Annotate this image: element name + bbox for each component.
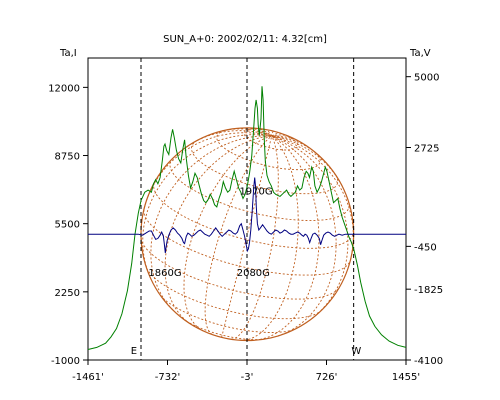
y-left-tick-label: -1000 xyxy=(51,356,80,367)
x-tick-label: 726' xyxy=(316,372,338,383)
left-axis-label: Ta,I xyxy=(59,48,77,59)
longitude-line xyxy=(271,131,274,137)
limb-label: E xyxy=(131,346,137,357)
longitude-line xyxy=(204,135,273,335)
y-right-tick-label: 2725 xyxy=(414,144,439,155)
annotation-label: 1970G xyxy=(239,186,272,197)
longitude-line xyxy=(264,128,273,137)
axis-ticks: -1461' -732' -3' 726' 1455' 12000 8750 5500 2250… xyxy=(48,73,443,383)
longitude-line xyxy=(183,135,272,332)
longitude-line xyxy=(231,135,279,340)
longitude-line xyxy=(271,135,302,144)
longitude-line xyxy=(143,132,272,209)
longitude-line xyxy=(271,134,289,137)
longitude-line xyxy=(271,135,319,156)
longitude-line xyxy=(186,130,272,148)
longitude-line xyxy=(164,135,272,324)
y-left-tick-label: 8750 xyxy=(55,152,80,163)
longitude-line xyxy=(271,135,337,337)
longitude-line xyxy=(271,132,282,137)
annotation-label: 2080G xyxy=(237,268,270,279)
latitude-line xyxy=(243,128,299,151)
latitude-line xyxy=(146,268,321,320)
longitude-line xyxy=(271,135,343,186)
longitude-line xyxy=(142,134,272,279)
y-right-tick-label: -1825 xyxy=(414,285,443,296)
y-left-tick-label: 2250 xyxy=(55,288,80,299)
stokes-v-line xyxy=(88,177,406,254)
longitude-line xyxy=(150,135,272,311)
longitude-line xyxy=(256,135,320,341)
limb-label: W xyxy=(351,346,361,357)
longitude-line xyxy=(271,135,349,319)
latitude-line xyxy=(182,318,265,341)
y-left-tick-label: 12000 xyxy=(48,83,80,94)
y-right-tick-label: -450 xyxy=(414,242,437,253)
latitude-line xyxy=(159,294,296,333)
annotation-label: 1860G xyxy=(148,268,181,279)
latitude-line xyxy=(153,182,354,249)
latitude-line xyxy=(169,158,350,222)
x-tick-label: -732' xyxy=(155,372,180,383)
solar-disk xyxy=(140,127,355,342)
longitude-line xyxy=(240,135,299,341)
right-axis-label: Ta,V xyxy=(409,48,431,59)
longitude-line xyxy=(271,135,354,260)
latitude-line xyxy=(191,140,339,195)
chart-title: SUN_A+0: 2002/02/11: 4.32[cm] xyxy=(163,34,327,45)
series-lines xyxy=(87,86,407,350)
latitude-line xyxy=(143,209,351,276)
y-left-tick-label: 5500 xyxy=(55,220,80,231)
y-right-tick-label: 5000 xyxy=(414,73,439,84)
stokes-i-line xyxy=(87,86,407,350)
x-tick-label: -3' xyxy=(241,372,254,383)
annotation-labels: 1970G 1860G 2080G E W xyxy=(131,186,362,357)
x-tick-label: 1455' xyxy=(392,372,420,383)
limb-and-center-markers xyxy=(140,58,355,360)
y-right-tick-label: -4100 xyxy=(414,356,443,367)
x-tick-label: -1461' xyxy=(72,372,104,383)
